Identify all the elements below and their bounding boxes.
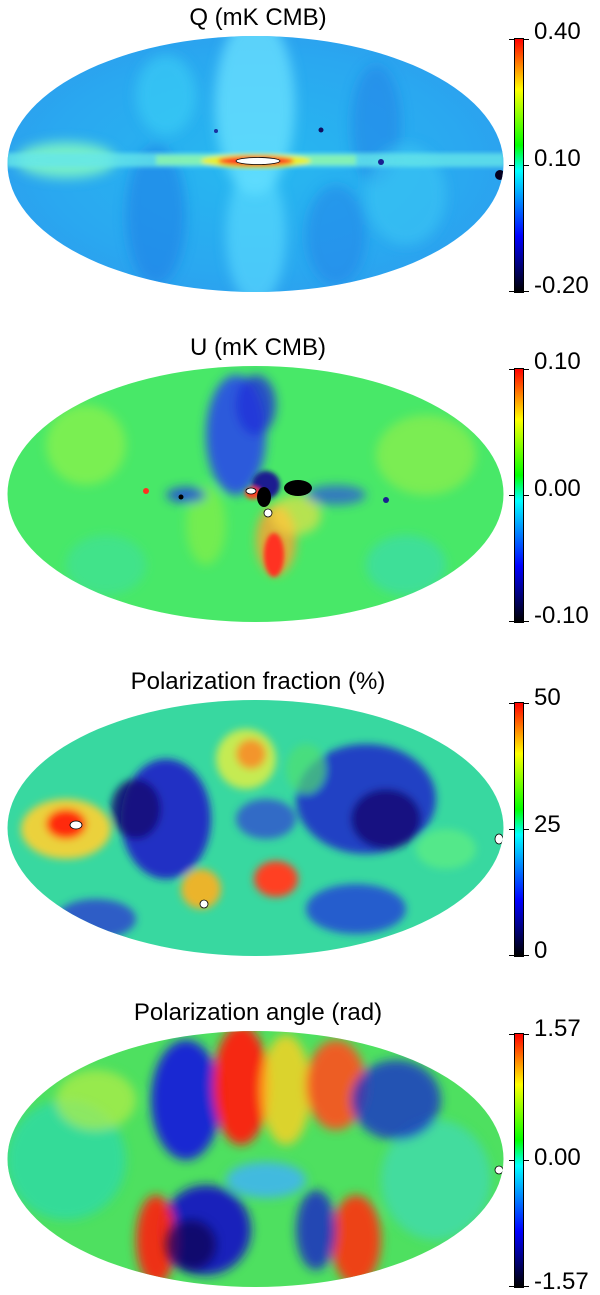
u-map-panel: U (mK CMB): [0, 330, 600, 630]
q-colorbar: [509, 38, 529, 293]
fraction-scale-min: 0: [534, 937, 548, 964]
u-colorbar: [509, 368, 529, 623]
u-scale-min: -0.10: [534, 602, 589, 629]
fraction-scale-mid: 25: [534, 811, 561, 838]
angle-map-panel: Polarization angle (rad): [0, 995, 600, 1294]
angle-scale-mid: 0.00: [534, 1144, 581, 1171]
fraction-mollweide-map: [7, 700, 504, 956]
u-mollweide-map: [7, 366, 504, 622]
q-mollweide-map: [7, 36, 504, 292]
q-scale-mid: 0.10: [534, 145, 581, 172]
angle-mollweide-map: [7, 1031, 504, 1287]
fraction-map-panel: Polarization fraction (%): [0, 664, 600, 964]
u-map-title: U (mK CMB): [190, 334, 326, 361]
q-map-panel: Q (mK CMB): [0, 0, 600, 300]
u-scale-mid: 0.00: [534, 475, 581, 502]
angle-map-title: Polarization angle (rad): [133, 999, 383, 1026]
q-scale-max: 0.40: [534, 18, 581, 45]
q-map-title: Q (mK CMB): [189, 4, 327, 31]
fraction-scale-max: 50: [534, 684, 561, 711]
fraction-map-title: Polarization fraction (%): [130, 668, 386, 695]
fraction-colorbar: [509, 702, 529, 957]
q-scale-min: -0.20: [534, 272, 589, 299]
angle-scale-max: 1.57: [534, 1015, 581, 1042]
u-scale-max: 0.10: [534, 348, 581, 375]
angle-scale-min: -1.57: [534, 1268, 589, 1295]
angle-colorbar: [509, 1033, 529, 1288]
